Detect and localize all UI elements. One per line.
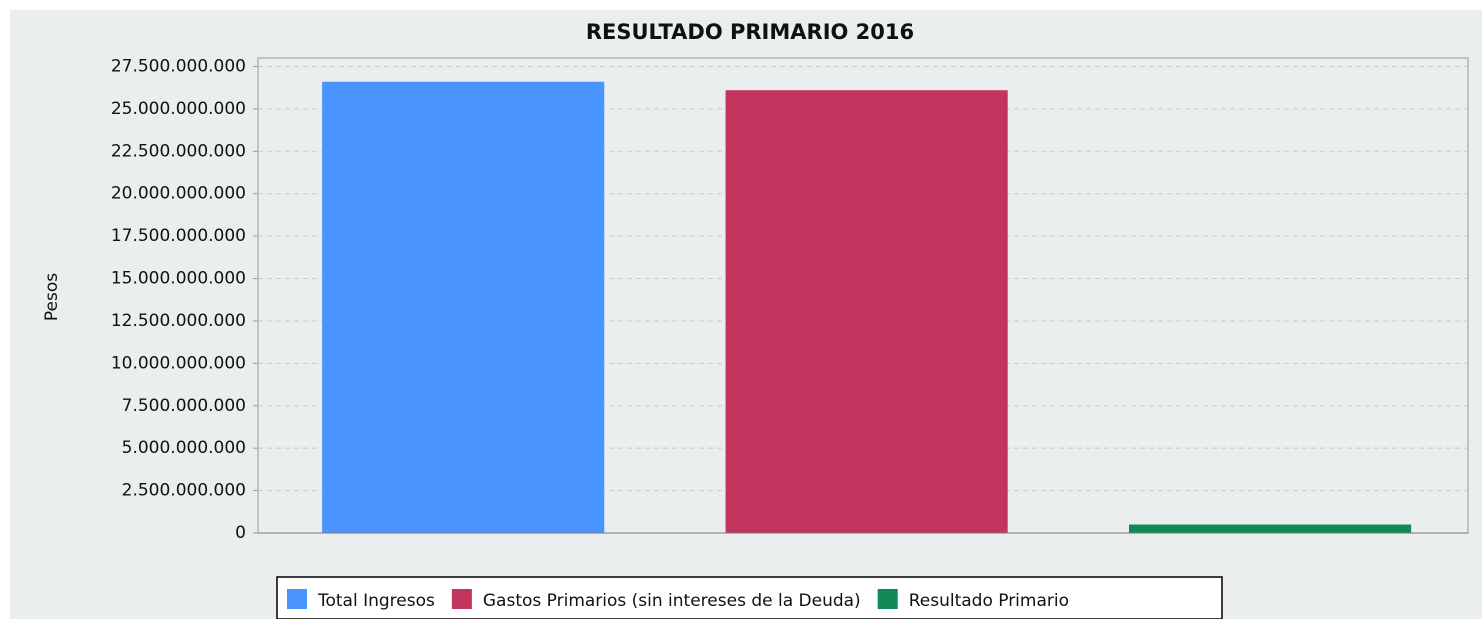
y-tick-label: 20.000.000.000 — [111, 184, 246, 204]
y-tick-label: 0 — [235, 523, 246, 543]
y-tick-label: 12.500.000.000 — [111, 311, 246, 331]
legend-label: Total Ingresos — [317, 591, 435, 611]
legend-swatch — [287, 589, 307, 609]
legend-label: Gastos Primarios (sin intereses de la De… — [483, 591, 861, 611]
y-tick-label: 10.000.000.000 — [111, 353, 246, 373]
y-tick-label: 17.500.000.000 — [111, 226, 246, 246]
y-axis-label: Pesos — [42, 273, 62, 321]
chart-title: RESULTADO PRIMARIO 2016 — [586, 20, 914, 44]
legend-label: Resultado Primario — [909, 591, 1069, 611]
bar — [1129, 524, 1412, 533]
legend-swatch — [451, 589, 472, 609]
bar — [322, 81, 605, 533]
y-tick-label: 27.500.000.000 — [111, 56, 246, 76]
y-tick-label: 7.500.000.000 — [122, 396, 246, 416]
y-tick-label: 25.000.000.000 — [111, 99, 246, 119]
y-tick-label: 15.000.000.000 — [111, 269, 246, 289]
legend-box — [276, 576, 1223, 619]
legend: Total Ingresos Gastos Primarios (sin inte… — [276, 576, 1223, 619]
y-tick-label: 2.500.000.000 — [122, 481, 246, 501]
legend-swatch — [877, 589, 898, 609]
y-tick-label: 5.000.000.000 — [122, 438, 246, 458]
bar — [725, 90, 1008, 533]
y-tick-label: 22.500.000.000 — [111, 141, 246, 161]
